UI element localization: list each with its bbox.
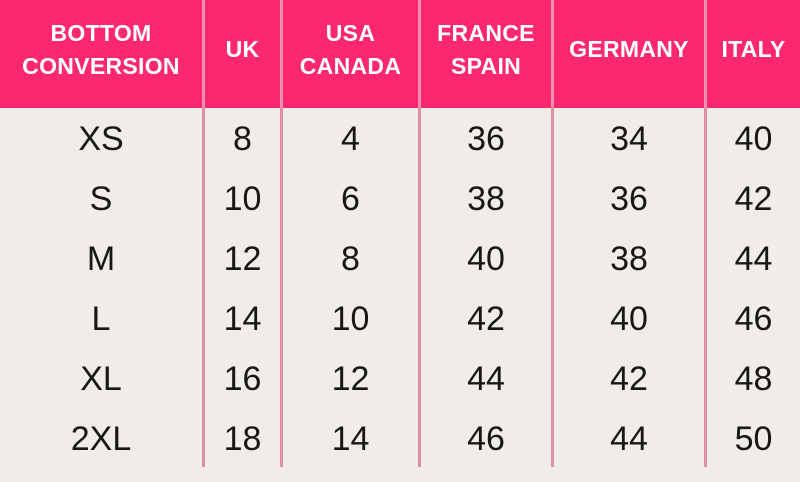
cell-uk: 10 [202, 167, 280, 228]
cell-uk: 16 [202, 347, 280, 408]
cell-size: M [86, 240, 116, 279]
cell-germany: 40 [551, 287, 704, 348]
header-line: USA [325, 19, 376, 46]
header-line: ITALY [721, 36, 786, 62]
header-line: SPAIN [450, 52, 522, 79]
cell-italy: 42 [704, 167, 800, 228]
cell-germany: 44 [551, 407, 704, 467]
cell-italy: 40 [704, 108, 800, 168]
cell-usa-canada: 12 [280, 347, 418, 408]
cell-italy: 46 [704, 287, 800, 348]
cell-germany: 34 [551, 108, 704, 168]
header-line: FRANCE [437, 19, 535, 46]
cell-france-spain: 42 [418, 287, 551, 348]
cell-italy: 48 [704, 347, 800, 408]
cell-size: XL [80, 359, 122, 398]
cell-uk: 14 [202, 287, 280, 348]
conversion-table: BOTTOM CONVERSION UK USA CANADA FRANCE S… [0, 0, 800, 467]
cell-uk: 12 [202, 227, 280, 288]
header-line: CANADA [299, 52, 402, 79]
header-uk: UK [202, 0, 280, 108]
cell-uk: 8 [202, 108, 280, 168]
header-germany: GERMANY [551, 0, 704, 108]
cell-usa-canada: 4 [280, 108, 418, 168]
cell-usa-canada: 8 [280, 227, 418, 288]
cell-germany: 38 [551, 227, 704, 288]
cell-italy: 44 [704, 227, 800, 288]
cell-size: S [89, 180, 113, 219]
cell-germany: 42 [551, 347, 704, 408]
header-line: CONVERSION [22, 52, 180, 79]
header-bottom-conversion: BOTTOM CONVERSION [0, 0, 202, 108]
cell-usa-canada: 14 [280, 407, 418, 467]
cell-france-spain: 46 [418, 407, 551, 467]
header-france-spain: FRANCE SPAIN [418, 0, 551, 108]
header-italy: ITALY [704, 0, 800, 108]
cell-size: 2XL [70, 419, 132, 458]
header-line: UK [225, 36, 260, 62]
header-line: GERMANY [569, 36, 689, 62]
cell-usa-canada: 6 [280, 167, 418, 228]
cell-usa-canada: 10 [280, 287, 418, 348]
header-usa-canada: USA CANADA [280, 0, 418, 108]
cell-france-spain: 36 [418, 108, 551, 168]
cell-size: XS [78, 120, 124, 159]
cell-france-spain: 44 [418, 347, 551, 408]
cell-france-spain: 40 [418, 227, 551, 288]
cell-size: L [91, 299, 111, 338]
header-line: BOTTOM [50, 19, 152, 46]
cell-uk: 18 [202, 407, 280, 467]
cell-italy: 50 [704, 407, 800, 467]
cell-france-spain: 38 [418, 167, 551, 228]
cell-germany: 36 [551, 167, 704, 228]
